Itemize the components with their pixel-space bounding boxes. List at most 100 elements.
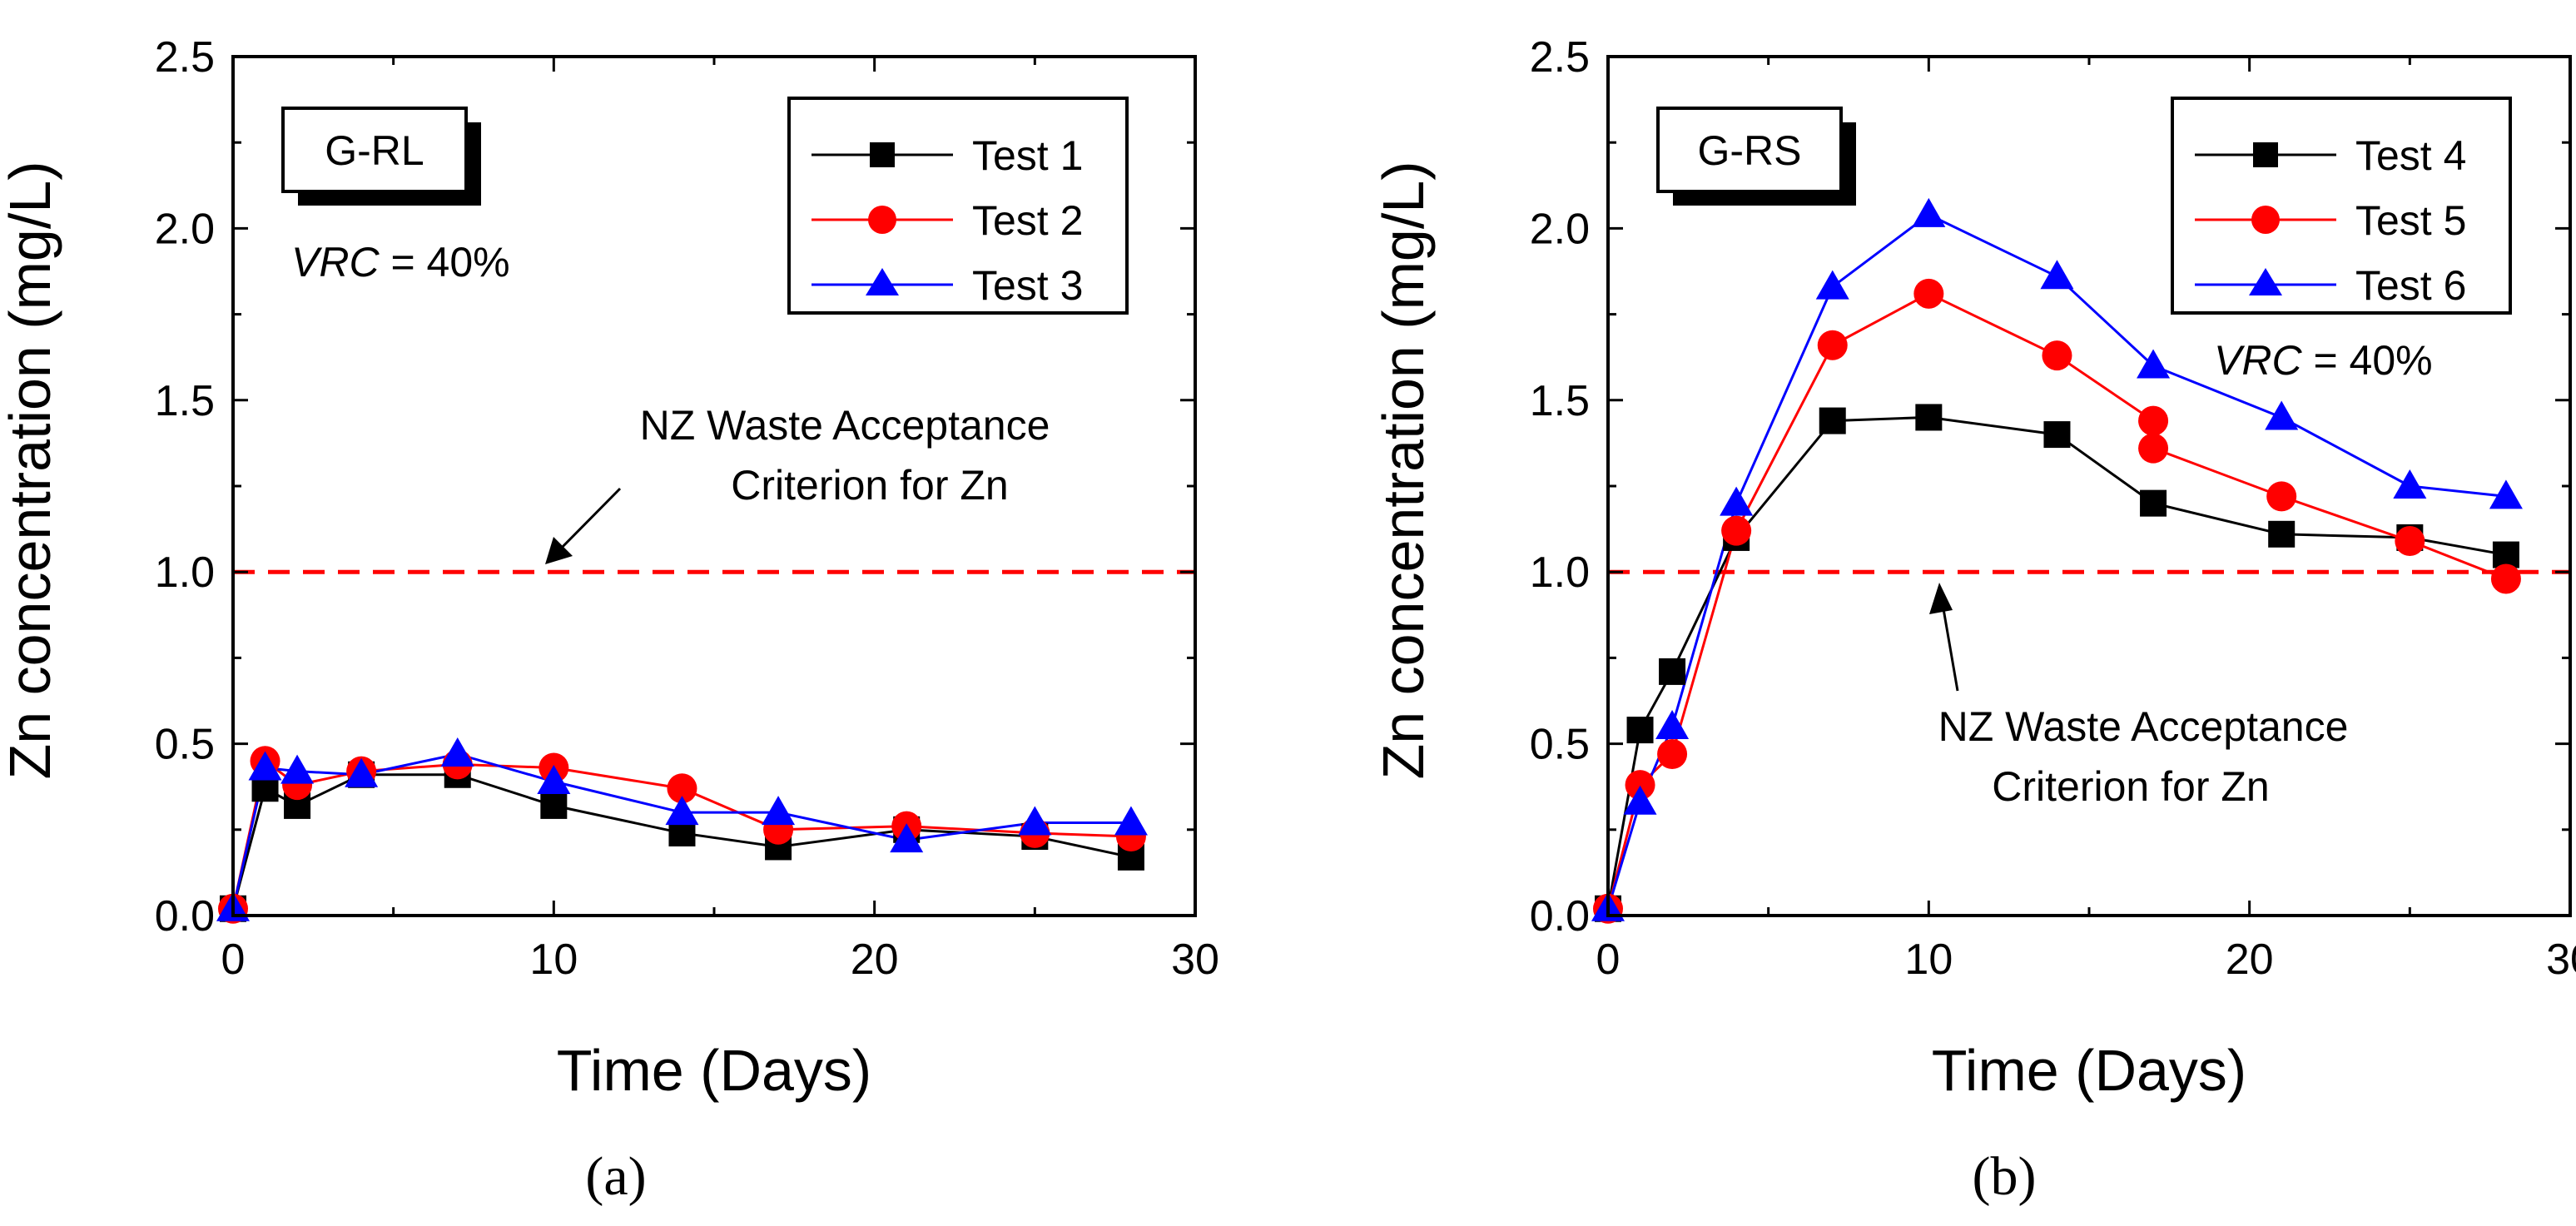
x-axis-label: Time (Days) <box>557 1038 872 1103</box>
vrc-note: VRC = 40% <box>291 239 510 285</box>
y-tick-label: 1.5 <box>155 377 215 425</box>
annotation-line-2: Criterion for Zn <box>1992 763 2269 810</box>
data-point <box>345 757 379 787</box>
data-point <box>2140 489 2167 517</box>
y-tick-label: 0.5 <box>155 721 215 769</box>
x-tick-label: 10 <box>529 936 578 984</box>
annotation-arrow-head <box>545 537 573 564</box>
legend-entry: Test 2 <box>812 197 1083 244</box>
data-point <box>2266 481 2297 512</box>
panel-caption-text: (b) <box>1973 1146 2037 1207</box>
data-point <box>1657 738 1688 769</box>
legend-marker <box>868 206 896 234</box>
panel-a: 0 10 20 30 0.0 0.5 1.0 1.5 2.0 2.5 Zn concentrati… <box>0 33 1219 1207</box>
data-point <box>280 754 315 784</box>
panel-caption: (b) <box>1973 1146 2037 1207</box>
data-point <box>248 751 282 781</box>
data-point <box>2138 433 2169 464</box>
y-tick-label: 1.0 <box>155 548 215 597</box>
x-tick-label: 10 <box>1904 936 1953 984</box>
annotation-line-2: Criterion for Zn <box>731 462 1008 509</box>
data-point <box>1815 270 1849 300</box>
sample-label-box <box>1656 107 1843 193</box>
data-point <box>1721 515 1752 546</box>
legend-entry: Test 3 <box>812 262 1083 309</box>
vrc-note-prefix: VRC <box>2214 337 2302 384</box>
plot-layer: 0 10 20 30 0.0 0.5 1.0 1.5 2.0 2.5 <box>1530 33 2576 984</box>
y-tick-label: 2.5 <box>155 33 215 82</box>
data-point <box>1626 717 1654 744</box>
data-point <box>2138 405 2169 436</box>
annotation-arrow-line <box>1940 598 1959 692</box>
data-point <box>2265 400 2299 430</box>
legend-box <box>2171 97 2512 315</box>
legend-label: Test 2 <box>972 197 1083 244</box>
y-tick-label: 0.5 <box>1530 721 1590 769</box>
panel-caption-text: (a) <box>585 1146 646 1207</box>
vrc-note-prefix: VRC <box>291 239 380 285</box>
legend-marker <box>2249 268 2282 295</box>
data-point <box>2137 349 2171 379</box>
data-point <box>1625 770 1655 801</box>
y-tick-label: 0.0 <box>155 892 215 941</box>
data-point <box>1819 407 1846 434</box>
annotation-line-1: NZ Waste Acceptance <box>1938 703 2349 750</box>
panel-b: 0 10 20 30 0.0 0.5 1.0 1.5 2.0 2.5 Zn concentrati… <box>1371 33 2576 1207</box>
legend-label: Test 6 <box>2355 262 2466 309</box>
x-tick-label: 30 <box>1171 936 1219 984</box>
data-point <box>1817 330 1848 360</box>
data-point <box>2040 260 2074 290</box>
legend-marker <box>2253 142 2278 167</box>
legend-marker <box>2251 206 2280 234</box>
data-point <box>890 823 924 853</box>
data-point <box>1720 486 1754 516</box>
data-point <box>2268 520 2296 548</box>
legend-box <box>787 97 1129 315</box>
x-tick-label: 0 <box>221 936 246 984</box>
data-point <box>1913 278 1944 309</box>
data-point <box>2489 479 2523 509</box>
legend-entry: Test 5 <box>2195 197 2466 244</box>
sample-label-box <box>281 107 468 193</box>
data-point <box>2042 340 2072 371</box>
y-tick-label: 1.0 <box>1530 548 1590 597</box>
legend-label: Test 1 <box>972 132 1083 179</box>
y-tick-label: 2.5 <box>1530 33 1590 82</box>
legend-label: Test 3 <box>972 262 1083 309</box>
data-point <box>2043 421 2071 449</box>
data-point <box>665 796 699 826</box>
y-tick-label: 2.0 <box>1530 205 1590 253</box>
data-point <box>440 737 474 767</box>
data-point <box>1018 806 1052 836</box>
vrc-note: VRC = 40% <box>2214 337 2433 384</box>
legend-entry: Test 6 <box>2195 262 2466 309</box>
legend-marker <box>866 268 899 295</box>
data-point <box>1655 709 1690 739</box>
data-point <box>1623 785 1657 815</box>
y-tick-label: 0.0 <box>1530 892 1590 941</box>
vrc-note-suffix: = 40% <box>380 239 510 285</box>
plot-layer: 0 10 20 30 0.0 0.5 1.0 1.5 2.0 2.5 <box>155 33 1219 984</box>
x-tick-label: 30 <box>2546 936 2576 984</box>
y-axis-label: Zn concentration (mg/L) <box>1371 161 1436 779</box>
legend-entry: Test 4 <box>2195 132 2466 179</box>
x-tick-label: 0 <box>1596 936 1621 984</box>
vrc-note-suffix: = 40% <box>2302 337 2433 384</box>
data-point <box>2393 469 2427 499</box>
panel-caption: (a) <box>585 1146 646 1207</box>
annotation-arrow-line <box>552 487 622 558</box>
data-point <box>1114 806 1148 836</box>
legend-entry: Test 1 <box>812 132 1083 179</box>
legend-marker <box>870 142 895 167</box>
y-axis-label: Zn concentration (mg/L) <box>0 161 62 779</box>
series-line <box>1606 292 2507 910</box>
data-point <box>2490 563 2521 594</box>
data-point <box>1659 658 1686 685</box>
legend-label: Test 5 <box>2355 197 2466 244</box>
data-point <box>540 792 568 819</box>
data-point <box>2492 541 2519 568</box>
annotation-line-1: NZ Waste Acceptance <box>640 402 1050 449</box>
data-point <box>762 796 796 826</box>
data-point <box>537 765 571 795</box>
